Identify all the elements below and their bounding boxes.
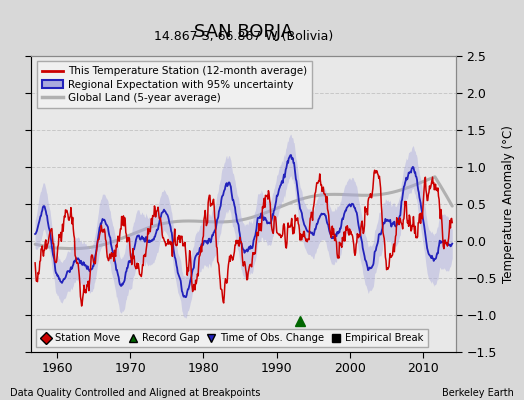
- Text: Berkeley Earth: Berkeley Earth: [442, 388, 514, 398]
- Title: SAN BORJA: SAN BORJA: [194, 22, 293, 40]
- Text: Data Quality Controlled and Aligned at Breakpoints: Data Quality Controlled and Aligned at B…: [10, 388, 261, 398]
- Y-axis label: Temperature Anomaly (°C): Temperature Anomaly (°C): [503, 125, 515, 283]
- Text: 14.867 S, 66.867 W (Bolivia): 14.867 S, 66.867 W (Bolivia): [154, 30, 333, 43]
- Legend: Station Move, Record Gap, Time of Obs. Change, Empirical Break: Station Move, Record Gap, Time of Obs. C…: [37, 329, 428, 347]
